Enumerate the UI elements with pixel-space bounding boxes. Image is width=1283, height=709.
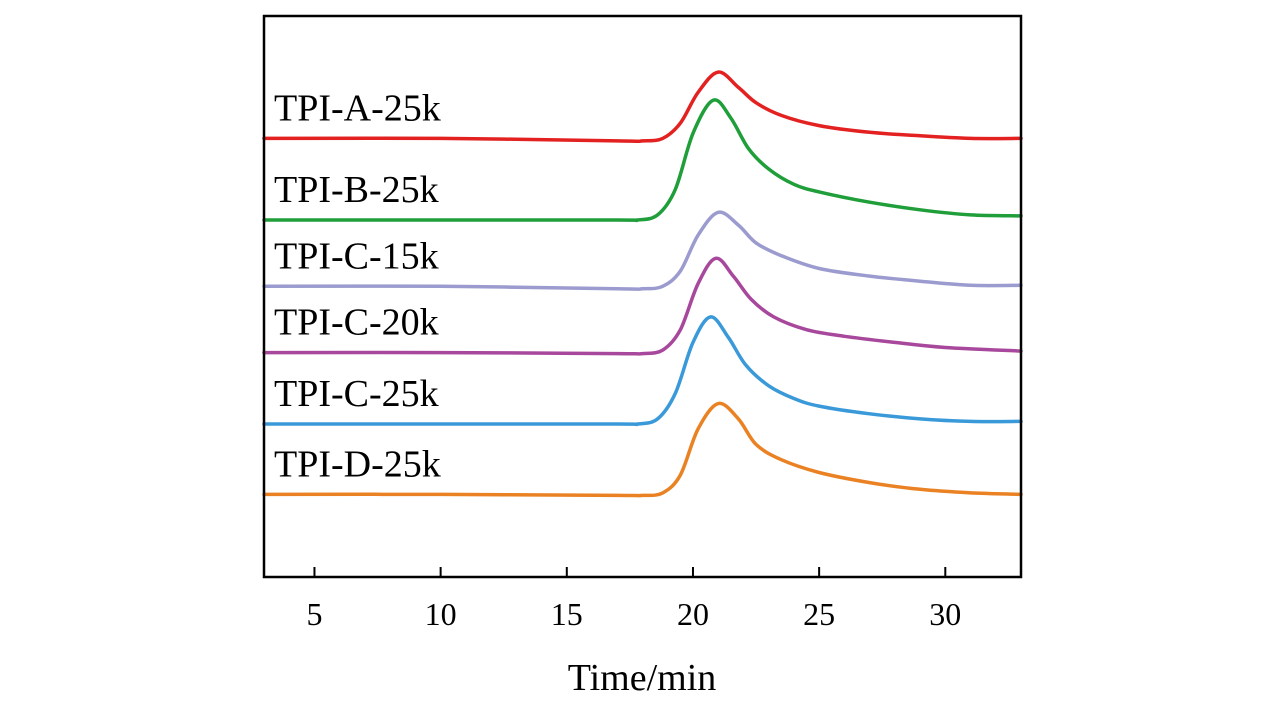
series-label-layer: TPI-A-25k TPI-B-25k TPI-C-15k TPI-C-20k TPI-… [274,87,441,485]
series-label-tpi-a-25k: TPI-A-25k [274,87,441,129]
series-label-tpi-c-20k: TPI-C-20k [274,302,439,344]
series-line-tpi-c-15k [262,210,1023,291]
series-label-tpi-b-25k: TPI-B-25k [274,169,439,211]
series-line-tpi-d-25k [262,401,1023,498]
series-label-tpi-c-15k: TPI-C-15k [274,235,439,277]
series-label-tpi-d-25k: TPI-D-25k [274,443,441,485]
series-line-tpi-b-25k [262,98,1023,223]
series-line-tpi-c-25k [262,315,1023,427]
series-line-tpi-c-20k [262,256,1023,356]
x-tick-label-10: 10 [425,596,457,632]
series-line-tpi-a-25k [262,70,1023,144]
plot-frame [262,14,1023,579]
x-tick-label-25: 25 [803,596,835,632]
x-tick-label-15: 15 [551,596,583,632]
x-tick-label-30: 30 [929,596,961,632]
x-tick-label-20: 20 [677,596,709,632]
x-tick-label-5: 5 [306,596,322,632]
series-layer [262,70,1023,498]
x-axis-title: Time/min [568,657,717,699]
series-label-tpi-c-25k: TPI-C-25k [274,373,439,415]
x-tick-layer: 5 10 15 20 25 30 [306,567,961,632]
